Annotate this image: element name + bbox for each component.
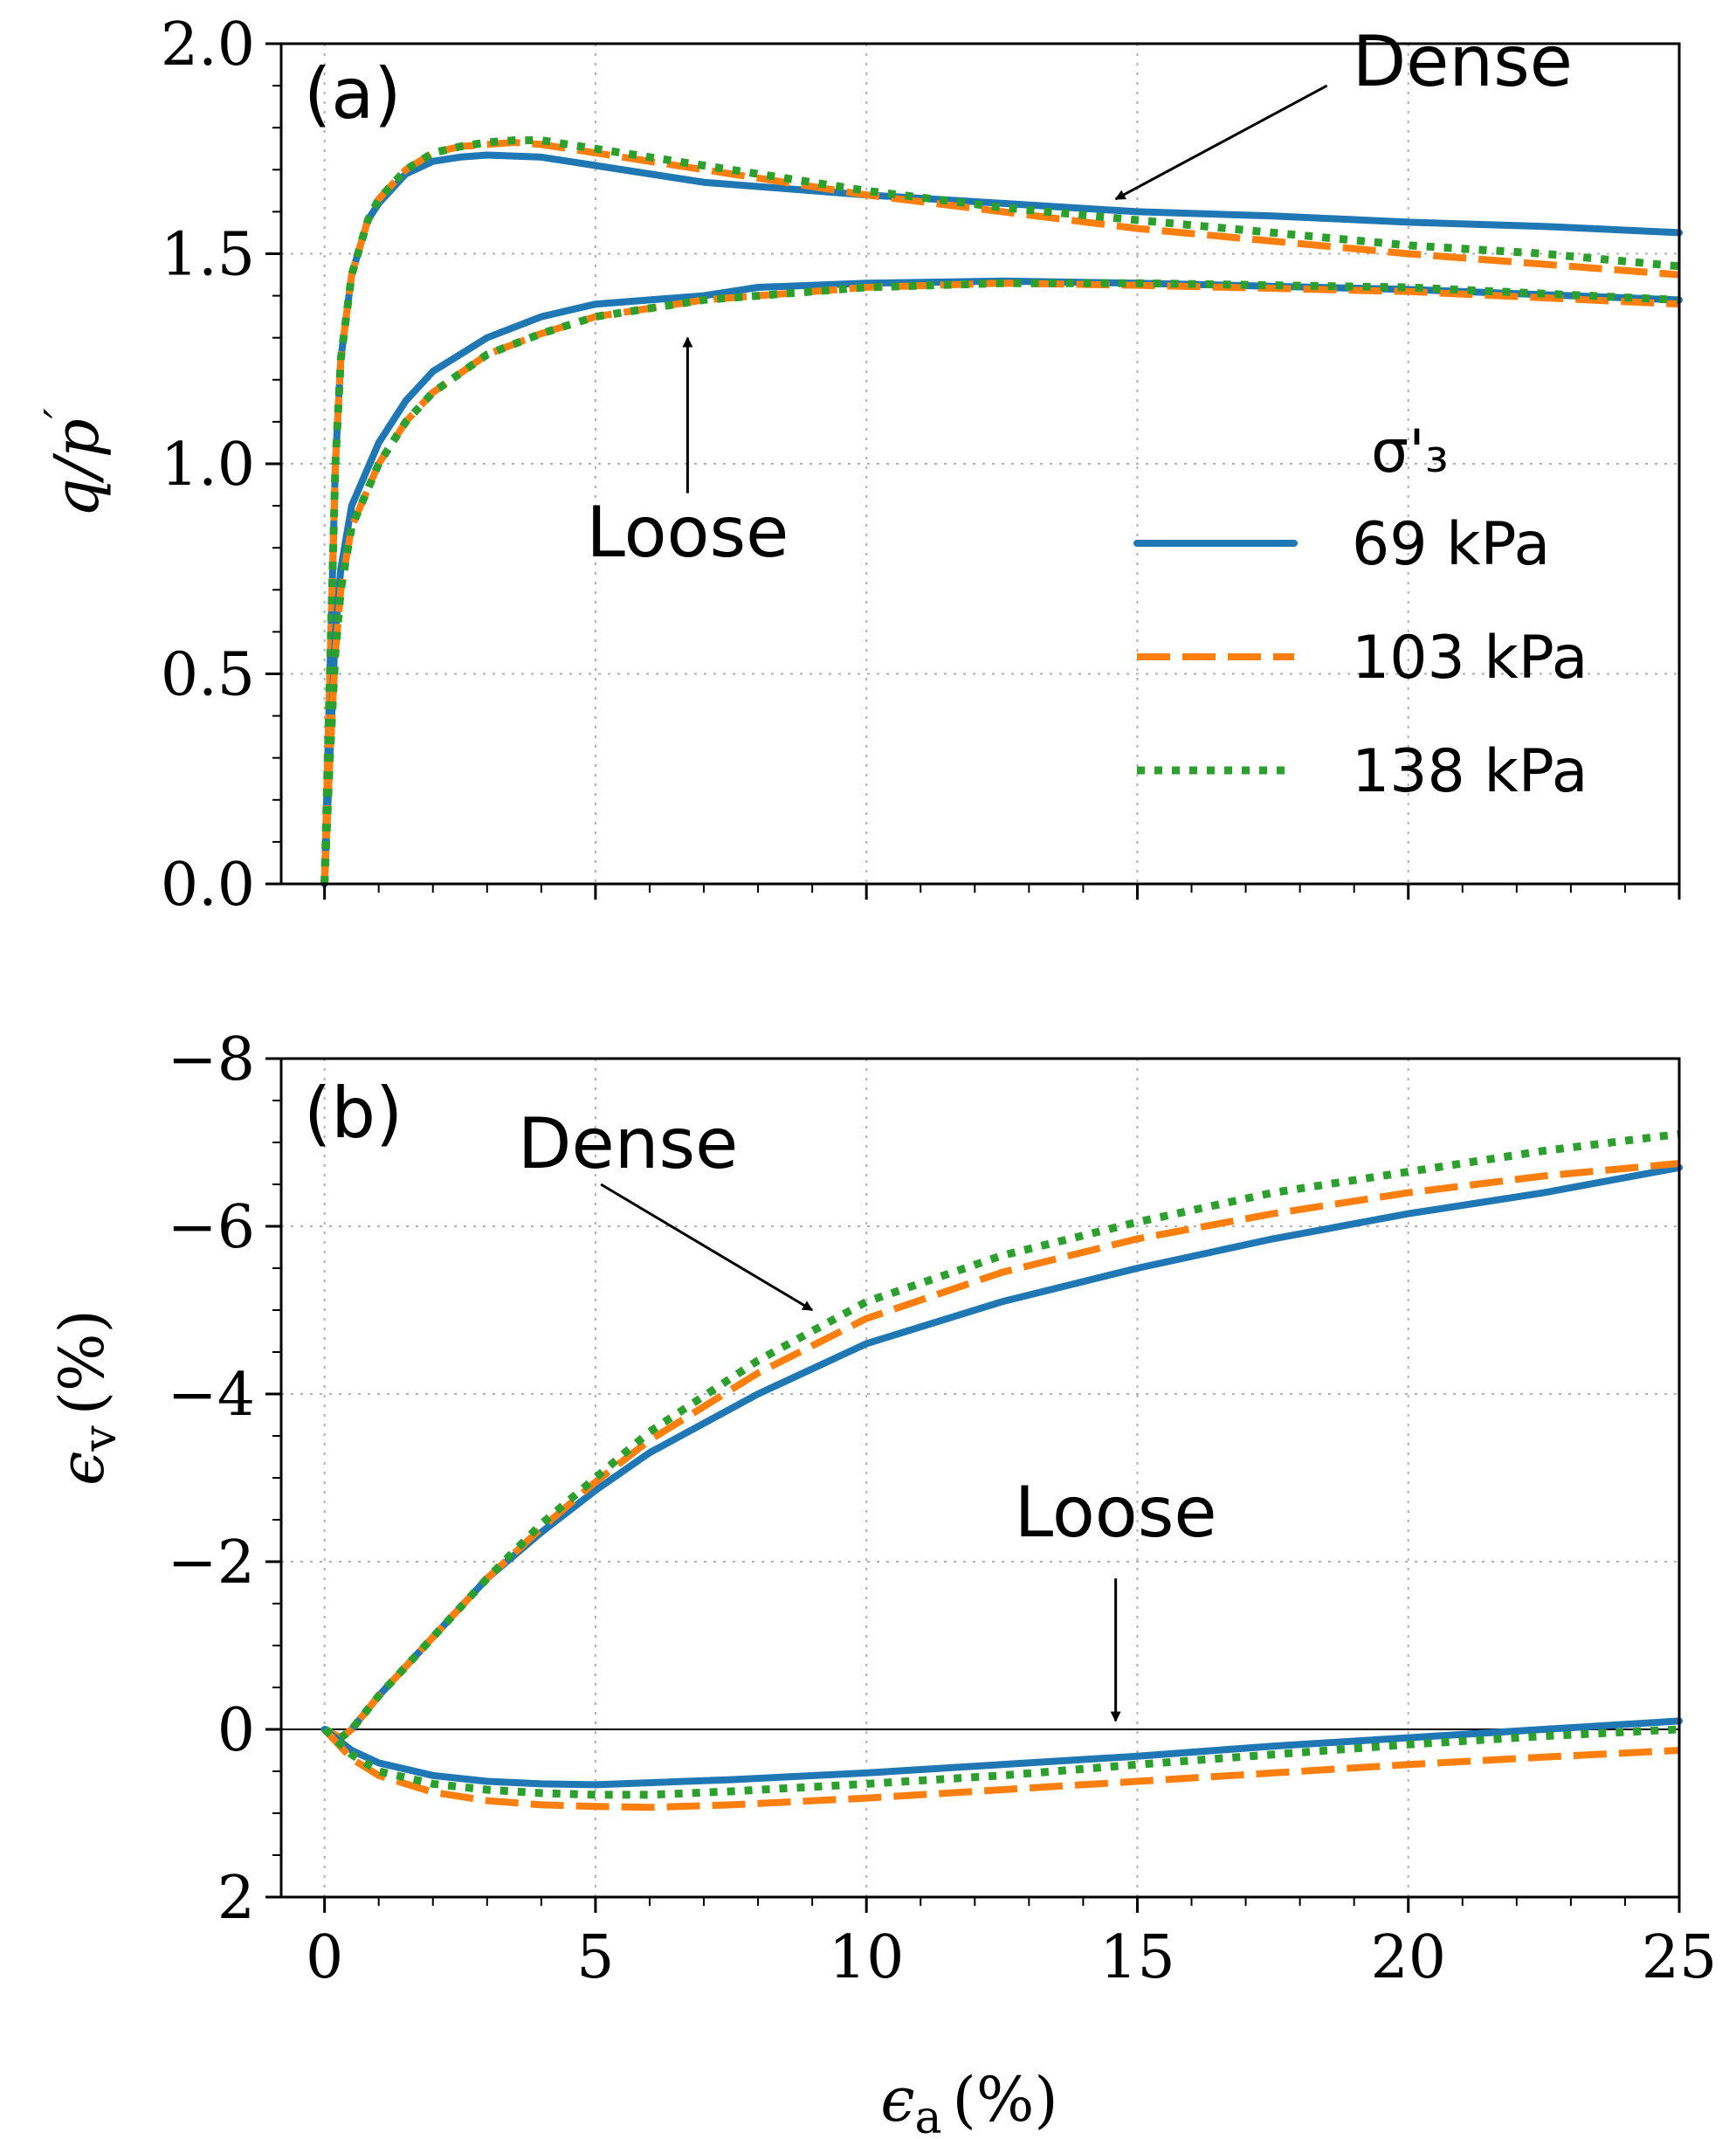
ylabel-a-prime: ′: [36, 408, 88, 418]
arrow-dense-b: [600, 1183, 814, 1312]
series-dense-103-kpa-a: [320, 139, 1680, 885]
panel-label-a: (a): [304, 53, 401, 135]
ytick-label-4-b: −4: [168, 1361, 255, 1430]
xtick-label-5: 5: [576, 1923, 614, 1992]
xlabel-unit: (%): [953, 2064, 1058, 2136]
annotation-loose-b: Loose: [1015, 1472, 1217, 1553]
annotation-dense-a: Dense: [1353, 21, 1573, 102]
grid-b: [281, 1058, 1680, 1898]
series-dense-138-kpa-a: [320, 136, 1680, 885]
ylabel-a-main: q/p: [41, 418, 113, 517]
ytick-label-1-a: 1.0: [161, 431, 255, 500]
ytick-label-2-b: 2: [217, 1864, 255, 1933]
xtick-label-15: 15: [1099, 1923, 1175, 1992]
series-dense-103-kpa-b: [322, 1160, 1680, 1742]
xtick-label-10: 10: [829, 1923, 905, 1992]
series-dense-69-kpa-b: [320, 1163, 1683, 1742]
xlabel-sub: a: [915, 2092, 942, 2139]
xlabel: ϵa (%): [880, 2064, 1057, 2139]
annotation-dense-b: Dense: [518, 1103, 738, 1184]
ytick-label-6-b: −6: [168, 1193, 255, 1262]
ytick-label-0-b: 0: [217, 1696, 255, 1765]
ytick-label-1-5-a: 1.5: [161, 221, 255, 290]
ytick-label-0-5-a: 0.5: [161, 641, 255, 710]
legend-label-138kpa: 138 kPa: [1352, 737, 1588, 806]
ytick-label-0-a: 0.0: [161, 851, 255, 920]
series-loose-103-kpa-b: [321, 1727, 1680, 1811]
annotation-loose-a: Loose: [586, 492, 789, 573]
minor-ticks-a: [272, 85, 1626, 893]
series-dense-138-kpa-b: [322, 1129, 1680, 1742]
major-ticks-a: 0.0 0.5 1.0 1.5 2.0: [161, 10, 1681, 920]
plot-frame-b: [279, 1057, 1681, 1899]
annotations-a: Dense Loose: [586, 21, 1573, 573]
panel-a: 0.0 0.5 1.0 1.5 2.0 Dense Loose (a) q/p′ σ'₃ …: [36, 10, 1683, 920]
arrow-dense-a: [1114, 84, 1328, 201]
xtick-label-20: 20: [1370, 1923, 1446, 1992]
legend: σ'₃ 69 kPa 103 kPa 138 kPa: [1133, 417, 1588, 806]
series-loose-138-kpa-a: [320, 279, 1680, 885]
legend-label-103kpa: 103 kPa: [1352, 624, 1588, 693]
series-loose-69-kpa-b: [320, 1717, 1683, 1789]
series-loose-138-kpa-b: [321, 1725, 1680, 1799]
ytick-label-2-a: 2.0: [161, 10, 255, 79]
ytick-label-8-b: −8: [168, 1025, 255, 1094]
ylabel-b-main: ϵ: [46, 1452, 118, 1486]
ytick-label-2-b: −2: [168, 1528, 255, 1597]
xtick-label-25: 25: [1642, 1923, 1718, 1992]
ylabel-b-unit: (%): [46, 1309, 118, 1415]
ylabel-b: ϵv (%): [46, 1309, 127, 1486]
series-group-b: [320, 1129, 1683, 1811]
xlabel-main: ϵ: [880, 2064, 914, 2136]
series-group-a: [320, 136, 1683, 887]
panel-label-b: (b): [304, 1073, 403, 1154]
legend-label-69kpa: 69 kPa: [1352, 510, 1550, 579]
annotations-b: Dense Loose: [518, 1103, 1217, 1722]
legend-title: σ'₃: [1371, 417, 1449, 486]
ylabel-b-sub: v: [74, 1425, 127, 1452]
minor-ticks-b: [272, 1100, 1626, 1906]
ylabel-a: q/p′: [36, 408, 113, 517]
xtick-label-0: 0: [306, 1923, 343, 1992]
